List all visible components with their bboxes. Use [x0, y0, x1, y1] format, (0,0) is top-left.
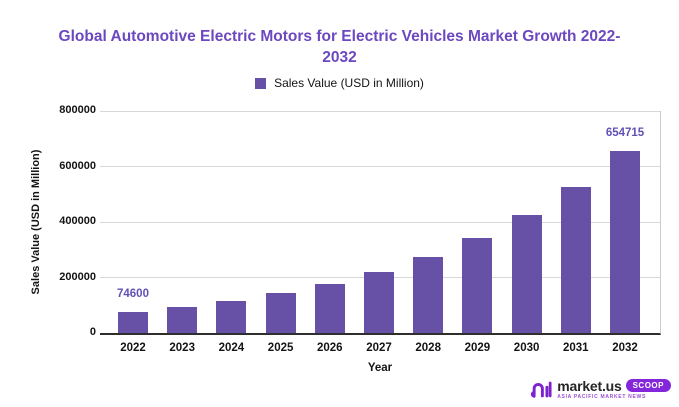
bar-2024 — [216, 301, 247, 333]
legend-swatch-icon — [255, 77, 267, 89]
bar-2032 — [610, 151, 640, 333]
bar-2025 — [265, 293, 296, 333]
x-tick-label-2028: 2028 — [415, 342, 441, 354]
x-tick-label-2029: 2029 — [464, 342, 491, 354]
bar-2031 — [560, 186, 591, 333]
y-tick-label: 400000 — [59, 215, 96, 227]
chart-title-line1: Global Automotive Electric Motors for El… — [58, 28, 621, 45]
gridline — [100, 110, 660, 112]
brand-name: market.us — [557, 377, 622, 394]
x-tick-label-2024: 2024 — [218, 342, 245, 354]
x-tick-label-2026: 2026 — [317, 342, 343, 354]
y-axis-title: Sales Value (USD in Million) — [30, 149, 42, 295]
chart-title: Global Automotive Electric Motors for El… — [0, 26, 679, 68]
brand-text-block: market.us SCOOP ASIA PACIFIC MARKET NEWS — [557, 379, 671, 400]
bar-2026 — [314, 283, 345, 333]
brand-logo: market.us SCOOP ASIA PACIFIC MARKET NEWS — [530, 378, 671, 400]
x-axis-title: Year — [367, 362, 393, 374]
y-tick-label: 800000 — [59, 104, 96, 116]
x-tick-label-2025: 2025 — [267, 342, 294, 354]
bar-2029 — [462, 238, 493, 333]
bar-2023 — [167, 307, 198, 333]
y-tick-label: 0 — [89, 326, 96, 338]
data-label-2022: 74600 — [117, 288, 149, 301]
scoop-badge: SCOOP — [625, 379, 671, 392]
x-tick-label-2027: 2027 — [366, 342, 392, 354]
y-tick-label: 600000 — [59, 159, 96, 172]
brand-tagline: ASIA PACIFIC MARKET NEWS — [557, 393, 646, 400]
y-tick-label: 200000 — [59, 270, 96, 283]
legend-label: Sales Value (USD in Million) — [274, 76, 424, 90]
bar-2030 — [511, 215, 542, 333]
x-tick-label-2030: 2030 — [513, 342, 540, 354]
data-label-2032: 654715 — [605, 127, 645, 140]
bar-2022 — [118, 312, 148, 333]
x-tick-label-2032: 2032 — [612, 342, 638, 354]
x-tick-label-2023: 2023 — [169, 342, 195, 354]
plot-area: 74600 654715 — [100, 110, 661, 335]
chart-title-line2: 2032 — [322, 49, 357, 66]
gridline — [100, 221, 660, 223]
legend: Sales Value (USD in Million) — [0, 76, 679, 90]
gridline — [100, 166, 660, 167]
bar-2028 — [413, 256, 444, 333]
x-tick-label-2022: 2022 — [120, 342, 146, 354]
x-tick-label-2031: 2031 — [563, 342, 589, 354]
market-us-icon — [531, 381, 552, 398]
bar-2027 — [364, 271, 394, 333]
